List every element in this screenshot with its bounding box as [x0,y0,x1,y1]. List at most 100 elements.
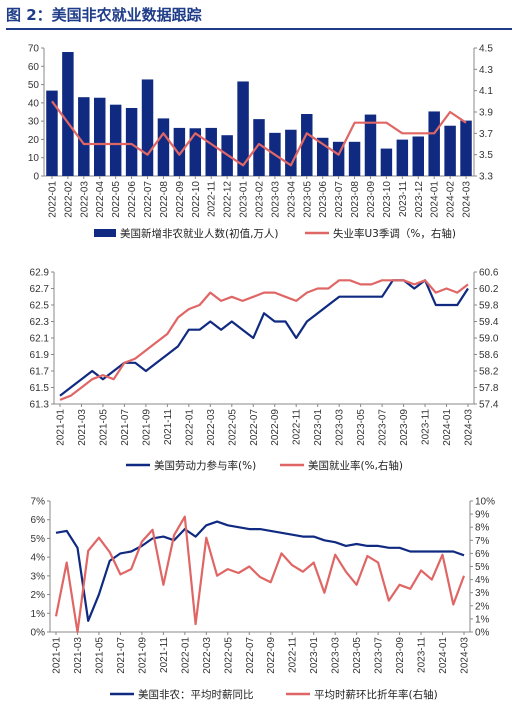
x-tick-label: 2023-11 [398,181,409,217]
x-tick-label: 2023-03 [331,637,342,674]
series-line-2 [59,279,469,401]
bar [157,118,170,176]
left-tick-label: 10 [28,153,40,164]
x-tick-label: 2022-01 [180,637,191,674]
right-tick-label: 3.3 [479,172,493,183]
right-tick-label: 3% [475,588,490,599]
x-tick-label: 2023-09 [399,409,410,446]
x-tick-label: 2023-11 [421,409,432,445]
x-tick-label: 2023-04 [286,181,297,218]
x-tick-label: 2023-07 [334,181,345,218]
right-tick-label: 4.3 [479,65,493,76]
bar [62,52,74,176]
x-tick-label: 2022-09 [270,409,281,446]
right-tick-label: 57.4 [479,400,499,411]
left-tick-label: 5% [31,534,46,545]
left-tick-label: 0 [33,172,39,183]
right-tick-label: 6% [475,549,490,560]
x-tick-label: 2022-03 [206,409,217,446]
right-tick-label: 9% [475,510,490,521]
left-tick-label: 2% [31,590,46,601]
left-tick-label: 4% [31,553,46,564]
x-tick-label: 2023-09 [395,637,406,674]
right-tick-label: 1% [475,614,490,625]
bar [109,104,122,176]
chart-1: 0 10 20 30 40 50 60 70 3.3 3.5 3.7 3.9 4.1 4.3 4.5 2022… [28,44,493,241]
x-tick-label: 2023-06 [318,181,329,218]
left-tick-label: 61.9 [30,350,50,361]
right-tick-label: 57.8 [479,383,499,394]
left-tick-label: 30 [28,117,40,128]
left-tick-label: 62.1 [30,334,50,345]
series-line-2 [54,515,466,634]
right-tick-label: 59.8 [479,301,499,312]
x-tick-label: 2023-05 [352,637,363,674]
right-tick-label: 3.5 [479,150,493,161]
bar [285,129,297,176]
x-tick-label: 2024-01 [438,637,449,674]
x-tick-label: 2024-02 [446,181,457,218]
x-tick-label: 2024-03 [464,409,475,446]
bar [78,97,90,176]
x-tick-label: 2021-09 [137,637,148,674]
right-tick-label: 60.2 [479,284,499,295]
left-tick-label: 61.3 [30,400,50,411]
x-tick-label: 2023-03 [270,181,281,218]
right-tick-label: 3.9 [479,108,493,119]
bar [380,148,393,176]
left-tick-label: 62.3 [30,317,50,328]
x-tick-label: 2022-05 [111,181,122,218]
chart-3: 0% 1% 2% 3% 4% 5% 6% 7% 0% 1% 2% 3% 4% 5% 6% 7% 8% 9% 10% 2… [31,497,496,702]
right-tick-label: 0% [475,628,490,639]
x-tick-label: 2023-08 [350,181,361,218]
left-tick-label: 3% [31,571,46,582]
left-tick-label: 61.5 [30,383,50,394]
right-tick-label: 4.1 [479,86,493,97]
right-tick-label: 4% [475,575,490,586]
x-tick-label: 2023-07 [374,637,385,674]
right-tick-label: 10% [475,497,495,508]
x-tick-label: 2021-11 [159,637,170,673]
series-line-1 [59,279,469,397]
x-tick-label: 2022-04 [95,181,106,218]
x-tick-label: 2023-01 [239,181,250,218]
x-tick-label: 2022-06 [127,181,138,218]
legend-label: 美国非农：平均时薪同比 [138,688,254,701]
left-tick-label: 20 [28,135,40,146]
x-tick-label: 2021-05 [98,409,109,446]
right-tick-label: 60.6 [479,268,499,279]
x-tick-label: 2022-11 [207,181,218,217]
bar [316,137,329,176]
x-tick-label: 2021-07 [120,409,131,446]
bar [205,127,217,176]
left-tick-label: 60 [28,62,40,73]
right-tick-label: 59.4 [479,317,499,328]
bar [460,120,472,176]
right-tick-label: 58.6 [479,350,499,361]
x-tick-label: 2022-07 [249,409,260,446]
bar [428,111,440,176]
x-tick-label: 2022-03 [202,637,213,674]
left-tick-label: 61.7 [30,367,50,378]
legend-swatch [94,229,116,237]
left-tick-label: 6% [31,515,46,526]
bar [237,81,249,176]
x-tick-label: 2021-05 [94,637,105,674]
bar [173,127,186,176]
x-tick-label: 2024-01 [430,181,441,218]
bar [412,136,424,176]
x-tick-label: 2022-02 [63,181,74,218]
legend-label: 失业率U3季调（%，右轴) [333,227,456,240]
x-tick-label: 2022-03 [79,181,90,218]
bar [253,119,265,176]
x-tick-label: 2023-12 [414,181,425,218]
left-tick-label: 0% [31,628,46,639]
x-tick-label: 2022-05 [223,637,234,674]
bar [444,125,456,176]
x-tick-label: 2022-01 [47,181,58,218]
x-tick-label: 2023-09 [366,181,377,218]
bar [94,97,106,176]
right-tick-label: 59.0 [479,334,499,345]
bar [396,139,409,176]
